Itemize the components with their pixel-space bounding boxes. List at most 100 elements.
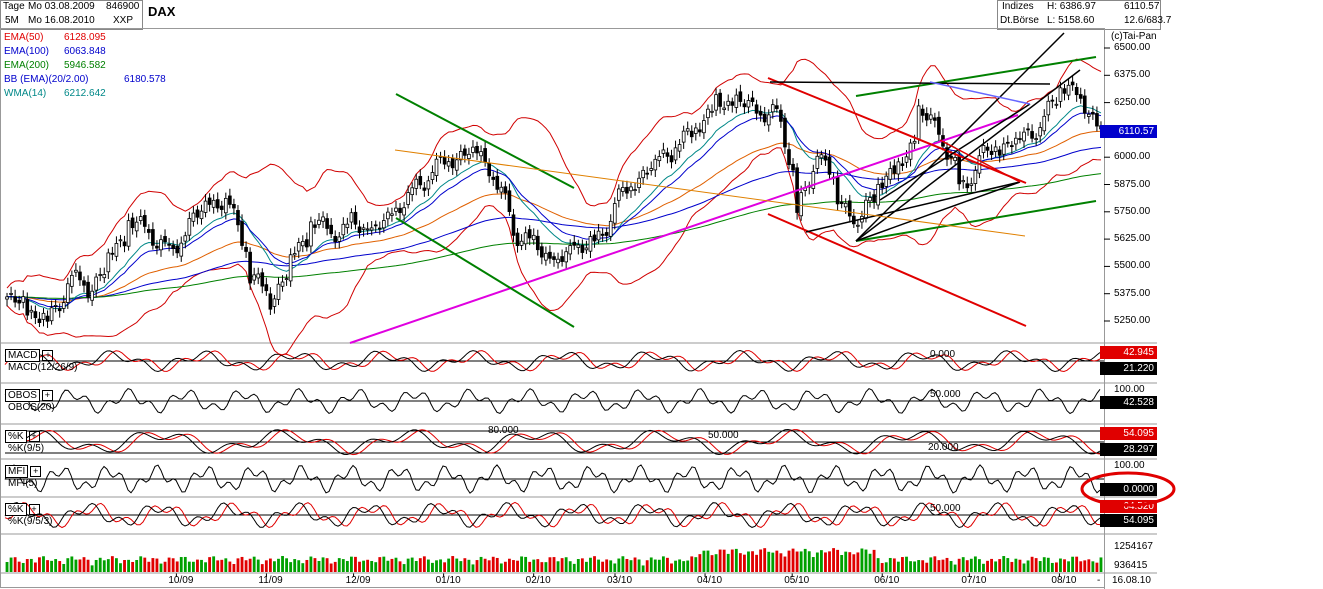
panel-button[interactable]: %K xyxy=(5,430,27,443)
volume-bar xyxy=(929,557,933,572)
volume-bar xyxy=(629,560,633,572)
volume-bar xyxy=(236,558,240,572)
price-axis-label: 5875.00 xyxy=(1114,178,1151,190)
volume-bar xyxy=(439,559,442,572)
volume-bar xyxy=(277,558,280,572)
candle-body xyxy=(839,201,844,204)
volume-bar xyxy=(726,553,730,572)
panel-header: %K + xyxy=(5,503,40,516)
plus-icon[interactable]: + xyxy=(28,504,40,515)
volume-bar xyxy=(982,563,985,572)
volume-bar xyxy=(313,558,317,572)
volume-bar xyxy=(856,552,860,572)
volume-bar xyxy=(398,561,402,572)
volume-bar xyxy=(990,558,993,572)
volume-bar xyxy=(366,559,370,572)
candle-body xyxy=(434,158,439,176)
volume-bar xyxy=(836,549,840,572)
volume-bar xyxy=(410,557,414,572)
plus-icon[interactable]: + xyxy=(41,390,53,401)
candle-body xyxy=(864,199,868,219)
candle-body xyxy=(349,212,354,223)
candle-body xyxy=(305,239,309,248)
range-label[interactable]: 5M xyxy=(5,15,19,26)
volume-bar xyxy=(479,556,483,572)
volume-bar xyxy=(46,560,49,572)
candle-body xyxy=(187,218,192,236)
panel-button[interactable]: MFI xyxy=(5,465,29,478)
candle-body xyxy=(596,230,601,241)
volume-bar xyxy=(516,560,519,572)
candle-body xyxy=(1001,143,1006,155)
price-axis-label: 6500.00 xyxy=(1114,42,1151,53)
period-label[interactable]: Tage xyxy=(3,1,25,12)
price-axis-label: 5625.00 xyxy=(1114,233,1151,245)
volume-bar xyxy=(175,561,179,572)
price-axis-label: 5500.00 xyxy=(1114,260,1151,272)
volume-bar xyxy=(1034,558,1038,572)
black-fan-3 xyxy=(855,32,1065,242)
candle-body xyxy=(1030,131,1034,139)
candle-body xyxy=(945,147,949,160)
candle-body xyxy=(130,217,135,229)
plus-icon[interactable]: + xyxy=(28,431,40,442)
panel-name: %K(9/5/3) xyxy=(8,516,53,527)
candle-body xyxy=(57,308,62,312)
panel-axis-top: 100.00 xyxy=(1114,460,1145,471)
candle-body xyxy=(155,245,159,249)
candle-body xyxy=(965,183,970,189)
volume-bar xyxy=(1091,561,1095,572)
panel-button[interactable]: %K xyxy=(5,503,27,516)
candle-body xyxy=(588,236,593,252)
panel-button[interactable]: OBOS xyxy=(5,389,40,402)
plus-icon[interactable]: + xyxy=(42,350,54,361)
volume-bar xyxy=(362,560,365,572)
candle-body xyxy=(167,243,171,246)
candle-body xyxy=(219,205,224,210)
volume-bar xyxy=(1054,562,1058,572)
volume-bar xyxy=(228,561,232,572)
candle-body xyxy=(29,309,34,313)
candle-body xyxy=(649,168,654,171)
high-label: H: 6386.97 xyxy=(1047,1,1096,12)
panel-level-label: 0.000 xyxy=(930,349,956,360)
volume-bar xyxy=(289,562,293,572)
volume-bar xyxy=(925,562,929,572)
candle-body xyxy=(94,276,98,291)
volume-bar xyxy=(171,558,175,572)
volume-bar xyxy=(333,561,337,572)
legend-row: EMA(200) 5946.582 xyxy=(4,59,166,73)
green-channel-lower xyxy=(395,217,575,328)
candle-body xyxy=(110,252,115,255)
candle-body xyxy=(272,298,277,307)
volume-bar xyxy=(621,556,625,572)
orange-line xyxy=(394,149,1026,237)
candle-body xyxy=(236,210,240,226)
volume-bar xyxy=(94,559,98,572)
candle-body xyxy=(653,158,658,171)
candle-body xyxy=(868,197,872,202)
candle-body xyxy=(171,244,175,249)
volume-bar xyxy=(682,561,686,572)
candle-body xyxy=(414,178,419,189)
volume-bar xyxy=(1095,562,1099,572)
panel-button[interactable]: MACD xyxy=(5,349,41,362)
volume-bar xyxy=(605,559,609,572)
legend-row: WMA(14) 6212.642 xyxy=(4,87,166,101)
to-date: Mo 16.08.2010 xyxy=(28,15,95,26)
candle-body xyxy=(122,241,127,247)
candle-body xyxy=(151,229,155,246)
candle-body xyxy=(742,103,747,108)
volume-bar xyxy=(135,559,139,572)
volume-bar xyxy=(896,561,900,572)
candle-body xyxy=(1014,137,1018,145)
volume-bar xyxy=(905,556,908,572)
volume-bar xyxy=(844,551,848,572)
green-upper-line xyxy=(855,56,1097,97)
panel-value-tag-2: 21.220 xyxy=(1100,362,1157,375)
volume-bar xyxy=(406,558,410,572)
candle-body xyxy=(74,269,78,273)
plus-icon[interactable]: + xyxy=(30,466,42,477)
volume-bar xyxy=(832,548,835,572)
panel-level-hi-label: 80.000 xyxy=(488,425,519,436)
